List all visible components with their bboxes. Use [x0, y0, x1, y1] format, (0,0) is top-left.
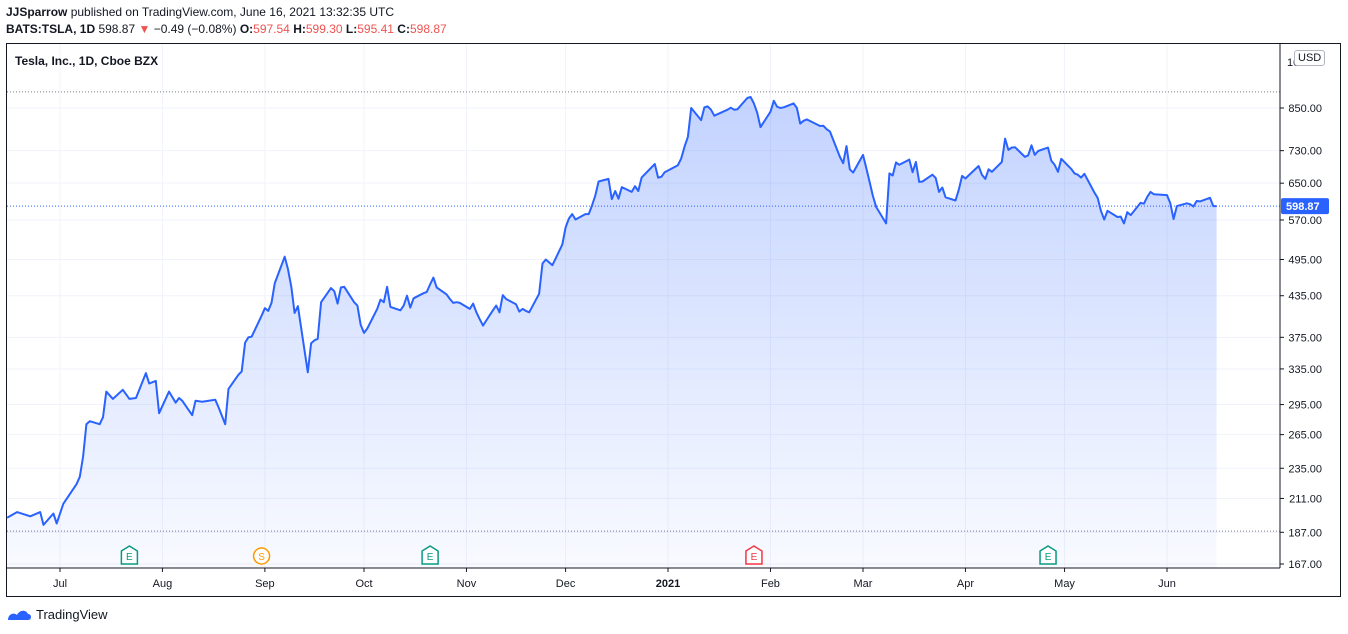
event-label: S [258, 552, 265, 563]
y-tick-label: 211.00 [1289, 493, 1322, 505]
earnings-icon [120, 545, 139, 565]
event-label: E [751, 552, 758, 563]
y-tick-label: 187.00 [1288, 527, 1322, 539]
y-tick-label: 435.00 [1288, 291, 1322, 303]
high-value: 599.30 [305, 22, 343, 36]
price-line [6, 96, 1217, 526]
author-name: JJSparrow [6, 5, 68, 19]
open-value: 597.54 [253, 22, 290, 36]
x-tick-label: 2021 [656, 578, 680, 590]
last-price-badge [1281, 198, 1329, 215]
publish-info: JJSparrow published on TradingView.com, … [6, 5, 394, 19]
event-label: E [427, 552, 434, 563]
price-area-fill [7, 97, 1217, 568]
x-tick-label: Oct [355, 578, 372, 590]
symbol-label: BATS:TSLA, 1D [6, 22, 96, 36]
x-tick-label: Aug [153, 578, 173, 590]
earnings-event-marker[interactable]: E [1039, 545, 1057, 565]
close-label: C: [397, 22, 410, 36]
earnings-event-marker[interactable]: E [745, 545, 763, 565]
currency-button[interactable]: USD [1294, 50, 1326, 66]
ohlc-bar: BATS:TSLA, 1D 598.87 ▼ −0.49 (−0.08%) O:… [6, 22, 447, 36]
open-label: O: [239, 22, 254, 36]
y-tick-label: 375.00 [1288, 332, 1322, 344]
earnings-icon [1039, 545, 1057, 565]
y-tick-label: 570.00 [1288, 215, 1322, 227]
earnings-icon [745, 545, 763, 565]
split-icon [252, 547, 271, 565]
published-text: published on TradingView.com, June 16, 2… [67, 5, 395, 19]
y-tick-label: 730.00 [1288, 146, 1322, 158]
y-tick-label: 335.00 [1288, 364, 1322, 376]
down-arrow-icon: ▼ [138, 22, 151, 36]
price-change: −0.49 (−0.08%) [153, 22, 237, 36]
event-label: E [126, 552, 133, 563]
close-value: 598.87 [409, 22, 447, 36]
earnings-event-marker[interactable]: E [421, 545, 439, 565]
x-tick-label: Sep [255, 578, 275, 590]
x-tick-label: Mar [854, 578, 873, 590]
earnings-icon [421, 545, 439, 565]
footer: TradingView [6, 607, 108, 622]
last-price: 598.87 [98, 22, 136, 36]
x-tick-label: Nov [457, 578, 477, 590]
high-label: H: [293, 22, 306, 36]
x-tick-label: Feb [761, 578, 780, 590]
x-tick-label: Jul [53, 578, 67, 590]
brand-label[interactable]: TradingView [36, 607, 108, 622]
y-tick-label: 850.00 [1288, 103, 1322, 115]
y-tick-label: 650.00 [1288, 178, 1322, 190]
split-event-marker[interactable]: S [252, 547, 271, 565]
last-price-label: 598.87 [1286, 201, 1320, 213]
x-tick-label: May [1054, 578, 1075, 590]
x-tick-label: Apr [957, 578, 974, 590]
y-tick-label: 295.00 [1288, 400, 1322, 412]
chart-frame [6, 43, 1341, 597]
low-value: 595.41 [357, 22, 394, 36]
y-tick-label: 167.00 [1288, 559, 1322, 571]
y-tick-label: 265.00 [1288, 430, 1322, 442]
low-label: L: [345, 22, 358, 36]
tradingview-logo-icon [8, 610, 31, 620]
earnings-event-marker[interactable]: E [120, 545, 139, 565]
x-tick-label: Dec [556, 578, 576, 590]
y-tick-label: 235.00 [1288, 463, 1322, 475]
y-tick-label: 495.00 [1288, 255, 1322, 267]
chart-legend: Tesla, Inc., 1D, Cboe BZX [15, 54, 159, 68]
event-label: E [1045, 552, 1052, 563]
x-tick-label: Jun [1158, 578, 1176, 590]
